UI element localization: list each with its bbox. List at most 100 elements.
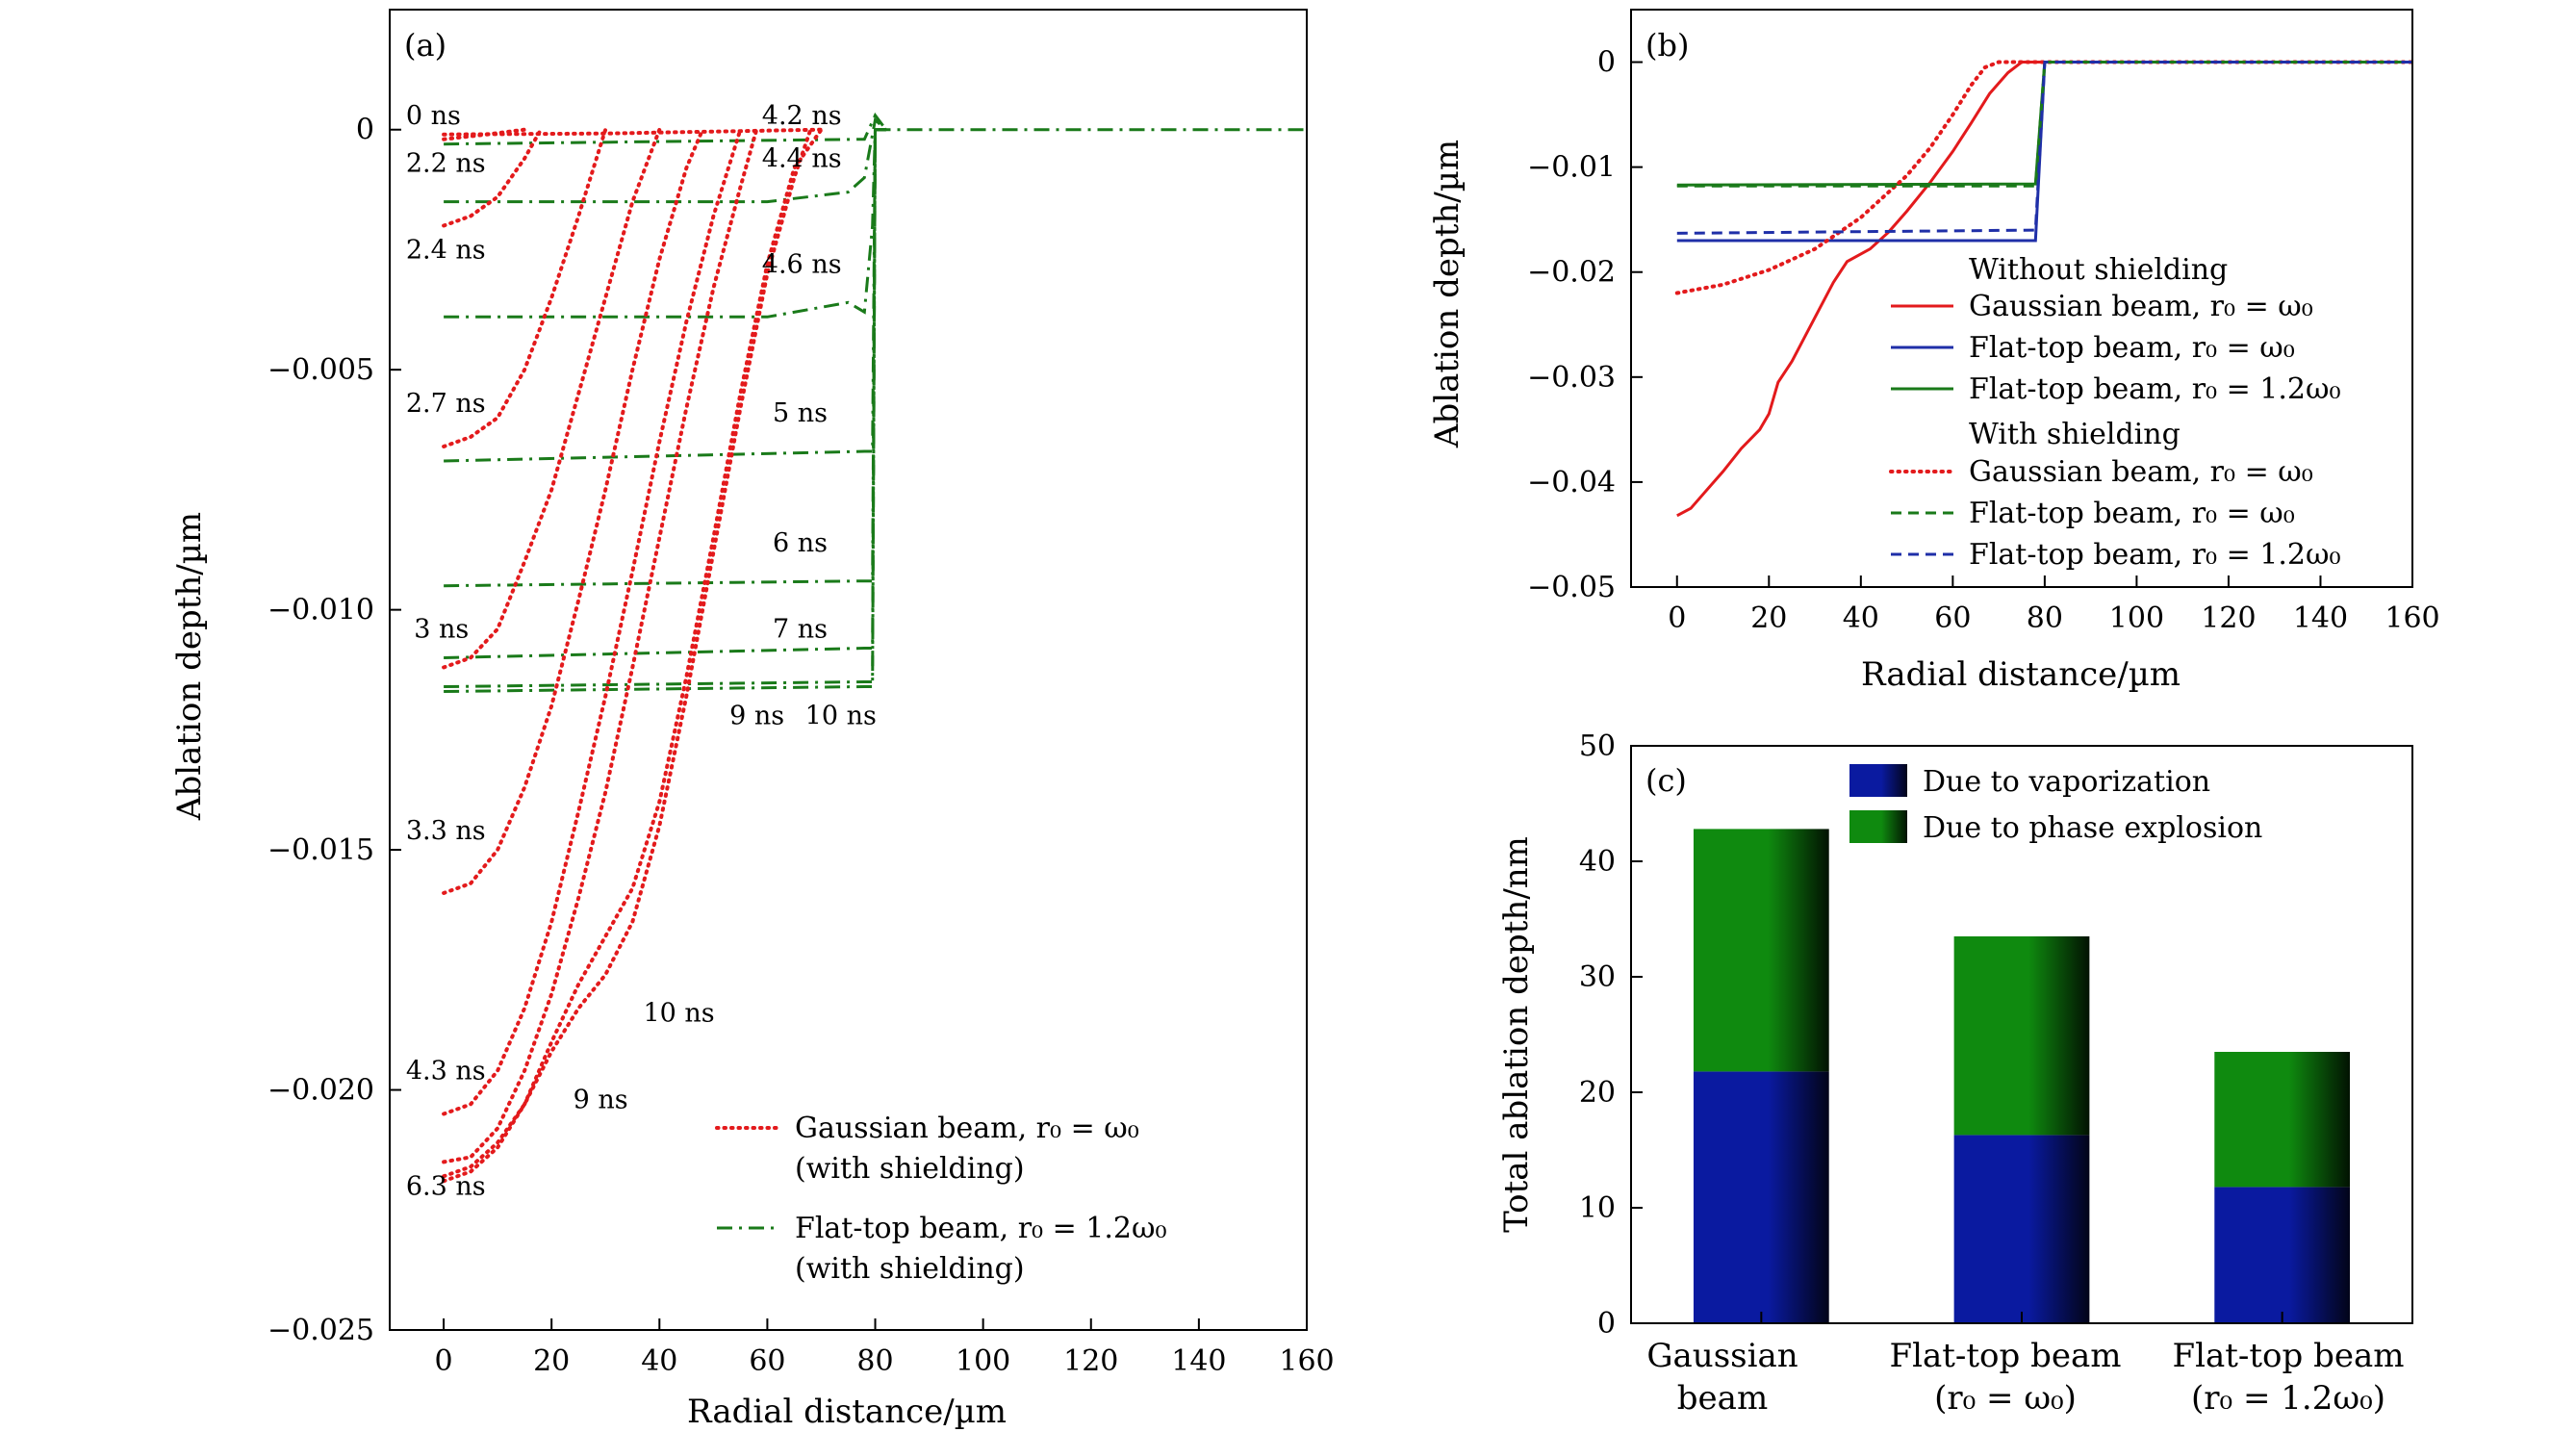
gaussian-curve-0-ns [442, 127, 824, 137]
curve-label-6-3-ns: 6.3 ns [406, 1171, 486, 1201]
legend-label-flat-top: Flat-top beam, r₀ = 1.2ω₀ [795, 1212, 1166, 1245]
curve-label-3-ns: 3 ns [414, 615, 469, 645]
panel-b-series-1 [1676, 61, 2412, 243]
legend-label-b-5: Flat-top beam, r₀ = 1.2ω₀ [1969, 538, 2340, 572]
panel-c-label: (c) [1645, 762, 1687, 799]
bar-flat-top-beam-r-1-2-due-to-vaporization [2214, 1187, 2351, 1323]
gaussian-curve-2-2-ns [442, 127, 527, 141]
y-tick-label: −0.01 [1527, 151, 1616, 185]
y-tick-label: 0 [1597, 46, 1616, 80]
x-tick-label: 20 [1750, 601, 1787, 635]
bar-gaussian-beam-due-to-vaporization [1693, 1071, 1829, 1323]
legend-label-vaporization: Due to vaporization [1923, 765, 2210, 799]
panel-a-legend: Gaussian beam, r₀ = ω₀ (with shielding) … [715, 1112, 1166, 1286]
panel-c-ticks: 0 10 20 30 40 50 [1579, 729, 2283, 1341]
panel-b-series-5 [1676, 61, 2412, 235]
curve-label-0-ns: 0 ns [406, 101, 461, 131]
panel-b-series-3 [1674, 60, 2414, 295]
x-tick-label: 80 [2027, 601, 2063, 635]
panel-b-y-axis-label: Ablation depth/µm [1428, 140, 1467, 448]
panel-a-label: (a) [404, 27, 446, 64]
curve-label-4-3-ns: 4.3 ns [406, 1057, 486, 1087]
y-tick-label: −0.010 [268, 594, 374, 627]
x-tick-label: 100 [956, 1344, 1010, 1378]
y-tick-label: −0.02 [1527, 256, 1616, 290]
legend-label-b-1: Flat-top beam, r₀ = ω₀ [1969, 331, 2295, 365]
curve-label-4-4-ns: 4.4 ns [762, 144, 842, 174]
x-tick-label: 120 [2201, 601, 2256, 635]
x-tick-label: 120 [1063, 1344, 1118, 1378]
legend-label-b-2: Flat-top beam, r₀ = 1.2ω₀ [1969, 372, 2340, 406]
curve-label-5-ns: 5 ns [773, 398, 828, 428]
category-label-gaussian-line2: beam [1677, 1379, 1768, 1418]
panel-c-legend: Due to vaporization Due to phase explosi… [1849, 764, 2262, 845]
y-tick-label: −0.04 [1527, 466, 1616, 499]
y-tick-label: −0.05 [1527, 571, 1616, 604]
gaussian-curve-3-3-ns [442, 127, 705, 895]
panel-a-frame [389, 9, 1308, 1331]
panel-a-x-axis-label: Radial distance/µm [687, 1393, 1007, 1431]
x-tick-label: 160 [2385, 601, 2439, 635]
legend-header-without-shielding: Without shielding [1969, 253, 2228, 287]
curve-label-9-ns: 9 ns [729, 701, 784, 730]
bar-flat-top-beam-r-due-to-vaporization [1953, 1135, 2090, 1323]
x-tick-label: 80 [856, 1344, 893, 1378]
gaussian-curve-3-ns [442, 127, 662, 670]
y-tick-label: −0.005 [268, 353, 374, 387]
y-tick-label: 50 [1579, 729, 1616, 763]
curve-label-2-2-ns: 2.2 ns [406, 149, 486, 179]
x-tick-label: 40 [1843, 601, 1879, 635]
legend-label-b-4: Flat-top beam, r₀ = ω₀ [1969, 497, 2295, 530]
y-tick-label: −0.020 [268, 1074, 374, 1108]
x-tick-label: 40 [641, 1344, 677, 1378]
panel-a: 0 ns 2.2 ns 2.4 ns 2.7 ns 3 ns 3.3 ns 4.3 ns 6.… [170, 9, 1335, 1431]
panel-a-plot-area: 0 ns 2.2 ns 2.4 ns 2.7 ns 3 ns 3.3 ns 4.3 ns 6.… [406, 101, 1307, 1201]
x-tick-label: 140 [2293, 601, 2348, 635]
x-tick-label: 60 [1934, 601, 1971, 635]
y-tick-label: 0 [1597, 1307, 1616, 1341]
curve-label-2-7-ns: 2.7 ns [406, 389, 486, 419]
curve-label-2-4-ns: 2.4 ns [406, 235, 486, 265]
x-tick-label: 0 [435, 1344, 453, 1378]
legend-sublabel-gaussian: (with shielding) [795, 1152, 1025, 1186]
legend-header-with-shielding: With shielding [1969, 418, 2181, 451]
panel-a-ticks: 0 −0.005 −0.010 −0.015 −0.020 −0.025 0 20 40 60 80… [268, 114, 1335, 1378]
y-tick-label: 20 [1579, 1076, 1616, 1110]
gaussian-curve-9-ns [442, 127, 813, 1179]
panel-b-ticks: 0 −0.01 −0.02 −0.03 −0.04 −0.05 0 20 40 60 80 100 12… [1527, 46, 2440, 635]
panel-b-frame [1630, 9, 2413, 588]
legend-label-phase-explosion: Due to phase explosion [1923, 811, 2262, 845]
bar-flat-top-beam-r-due-to-phase-explosion [1953, 936, 2090, 1136]
y-tick-label: −0.03 [1527, 361, 1616, 395]
legend-label-b-0: Gaussian beam, r₀ = ω₀ [1969, 290, 2313, 323]
curve-label-10-ns: 10 ns [643, 999, 714, 1029]
bar-gaussian-beam-due-to-phase-explosion [1693, 829, 1829, 1072]
flat-top-curve-4-4-ns [444, 116, 887, 204]
flat-top-curve-4-2-ns [444, 112, 887, 146]
x-tick-label: 0 [1668, 601, 1686, 635]
legend-swatch-phase-explosion [1849, 810, 1907, 843]
gaussian-curve-4-3-ns [442, 127, 743, 1116]
x-tick-label: 100 [2109, 601, 2164, 635]
panel-b-series-0 [1676, 61, 2412, 518]
y-tick-label: 40 [1579, 845, 1616, 879]
y-tick-label: 30 [1579, 960, 1616, 994]
gaussian-curve-10-ns [442, 127, 824, 1184]
panel-b-x-axis-label: Radial distance/µm [1861, 655, 2181, 694]
panel-b: 0 −0.01 −0.02 −0.03 −0.04 −0.05 0 20 40 60 80 100 12… [1428, 9, 2440, 694]
panel-c-category-labels: Gaussian beam Flat-top beam (r₀ = ω₀) Fl… [1646, 1337, 2404, 1418]
legend-swatch-vaporization [1849, 764, 1907, 797]
y-tick-label: −0.015 [268, 833, 374, 867]
category-label-flat-top-1-line2: (r₀ = ω₀) [1934, 1379, 2077, 1418]
gaussian-curve-2-7-ns [442, 127, 608, 448]
y-tick-label: −0.025 [268, 1314, 374, 1347]
x-tick-label: 60 [749, 1344, 785, 1378]
panel-c-plot-area [1693, 829, 2351, 1323]
x-tick-label: 140 [1171, 1344, 1226, 1378]
x-tick-label: 20 [533, 1344, 570, 1378]
legend-label-b-3: Gaussian beam, r₀ = ω₀ [1969, 455, 2313, 489]
panel-b-label: (b) [1645, 27, 1689, 64]
x-tick-label: 160 [1279, 1344, 1334, 1378]
category-label-flat-top-12-line2: (r₀ = 1.2ω₀) [2191, 1379, 2385, 1418]
